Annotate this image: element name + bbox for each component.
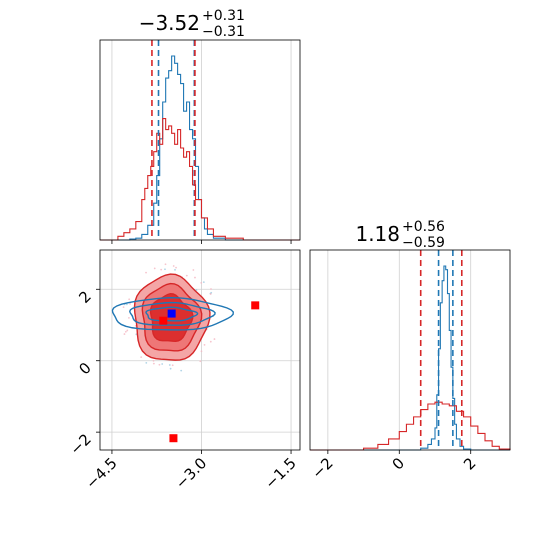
sample-dot [180,369,183,372]
y-tick-label: 2 [75,287,94,306]
title-param-0-value: −3.52 [139,11,200,35]
histogram-red [100,118,300,241]
sample-dot [153,267,156,270]
x-tick-label: −1.5 [261,454,299,492]
sample-dot [174,268,176,271]
sample-dot [171,364,174,367]
histogram-blue [100,55,300,241]
x-tick-label: −2 [308,454,336,482]
sample-dot [125,303,128,306]
title-param-1-plus: +0.56 [402,219,445,235]
histogram-blue [310,265,510,451]
sample-dot [200,350,203,353]
sample-dot [128,298,131,301]
sample-dot [185,274,188,277]
sample-dot [164,268,166,271]
sample-dot [192,269,195,271]
sample-dot [158,363,161,366]
x-tick-label: −3.0 [172,454,210,492]
sample-dot [122,306,125,309]
sample-dot [160,268,163,271]
sample-dot [164,263,167,266]
axes-frame-bottom-right [309,249,511,451]
y-tick-label: −2 [66,430,94,458]
sample-dot [152,362,155,365]
sample-dot [145,361,148,364]
sample-dot [213,338,216,340]
title-param-0-minus: −0.31 [202,24,245,40]
sample-dot [199,360,202,363]
sample-dot [195,289,198,291]
sample-dot [168,364,171,366]
sample-dot [129,302,131,305]
blue-contour-outer [111,297,234,331]
sample-dot [124,330,127,333]
x-tick-label: 2 [460,454,479,473]
sample-dot [209,340,212,343]
grid-layer [100,40,472,450]
sample-dot [126,329,129,332]
sample-dot [202,281,205,284]
axes-layer [96,39,511,454]
data-layer [100,40,511,451]
truth-marker [169,434,178,443]
sample-dot [128,316,130,319]
axes-frame-top-left [99,39,301,241]
title-param-0-plus: +0.31 [202,8,245,24]
sample-dot [175,266,177,269]
truth-marker [159,316,168,325]
x-tick-label: 0 [389,454,408,473]
sample-dot [172,265,175,267]
sample-dot [210,288,212,290]
sample-dot [123,333,126,335]
x-tick-label: −4.5 [82,454,120,492]
title-param-1-minus: −0.59 [402,235,445,251]
title-param-1-value: 1.18 [355,222,400,246]
sample-dot [194,276,196,279]
histogram-red [310,401,511,451]
y-tick-label: 0 [75,359,94,378]
blue-contour-inner [145,306,199,322]
truth-marker [251,301,260,310]
sample-dot [200,282,203,284]
sample-dot [203,343,206,346]
sample-dot [169,367,172,370]
sample-dot [140,356,143,359]
axes-frame-bottom-left [99,249,301,451]
sample-dot [152,359,155,362]
blue-contour-middle [129,301,216,326]
truth-marker [167,309,176,318]
sample-dot [209,293,212,295]
sample-dot [161,363,164,365]
sample-dot [145,271,147,274]
